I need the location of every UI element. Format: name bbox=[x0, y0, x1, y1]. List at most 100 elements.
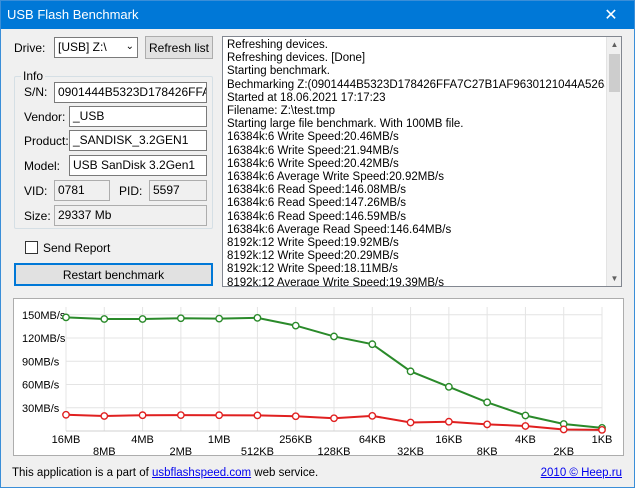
data-point bbox=[444, 382, 453, 391]
sn-field[interactable]: 0901444B5323D178426FFA7C bbox=[54, 82, 207, 103]
vid-field[interactable]: 0781 bbox=[54, 180, 110, 201]
info-group-title: Info bbox=[21, 69, 46, 83]
x-tick-label: 16MB bbox=[52, 434, 81, 446]
restart-benchmark-button[interactable]: Restart benchmark bbox=[14, 263, 213, 286]
y-tick-label: 90MB/s bbox=[22, 356, 60, 368]
sn-label: S/N: bbox=[24, 85, 48, 99]
benchmark-chart: 150MB/s 120MB/s 90MB/s 60MB/s 30MB/s 16MB 8MB 4… bbox=[13, 298, 624, 458]
log-line: 16384k:6 Write Speed:20.46MB/s bbox=[227, 131, 399, 144]
usbflashspeed-link[interactable]: usbflashspeed.com bbox=[152, 467, 252, 479]
data-point bbox=[291, 412, 300, 421]
log-line: 16384k:6 Read Speed:146.59MB/s bbox=[227, 210, 407, 223]
log-line: 8192k:12 Write Speed:20.29MB/s bbox=[227, 250, 399, 263]
log-line: 16384k:6 Average Read Speed:146.64MB/s bbox=[227, 223, 452, 236]
data-point bbox=[483, 420, 492, 429]
drive-select[interactable]: [USB] Z:\ ⌄ bbox=[54, 37, 138, 58]
title-bar: USB Flash Benchmark ✕ bbox=[1, 1, 634, 29]
log-line: Refreshing devices. [Done] bbox=[227, 52, 366, 65]
data-point bbox=[215, 411, 224, 420]
heep-link[interactable]: 2010 © Heep.ru bbox=[540, 467, 622, 479]
pid-label: PID: bbox=[119, 184, 143, 198]
log-line: 16384k:6 Read Speed:146.08MB/s bbox=[227, 184, 407, 197]
log-textbox[interactable]: Refreshing devices. Refreshing devices. [… bbox=[222, 36, 622, 287]
x-tick-label: 16KB bbox=[435, 434, 462, 446]
data-point bbox=[253, 411, 262, 420]
product-label: Product: bbox=[24, 134, 69, 148]
x-tick-label: 256KB bbox=[279, 434, 312, 446]
window-title: USB Flash Benchmark bbox=[7, 7, 139, 22]
info-group bbox=[14, 76, 213, 229]
log-line: Filename: Z:\test.tmp bbox=[227, 105, 336, 118]
scroll-up-icon[interactable]: ▲ bbox=[610, 40, 619, 49]
x-tick-label: 8KB bbox=[477, 446, 498, 455]
data-point bbox=[521, 422, 530, 430]
send-report-label: Send Report bbox=[43, 241, 111, 255]
status-prefix: This application is a part of bbox=[12, 467, 152, 479]
data-point bbox=[330, 332, 338, 341]
log-line: Starting large file benchmark. With 100M… bbox=[227, 118, 464, 131]
data-point bbox=[406, 367, 415, 376]
product-field[interactable]: _SANDISK_3.2GEN1 bbox=[69, 130, 207, 151]
send-report-checkbox[interactable] bbox=[25, 241, 38, 254]
data-point bbox=[62, 313, 70, 322]
x-tick-label: 128KB bbox=[317, 446, 350, 455]
data-point bbox=[521, 411, 530, 420]
data-point bbox=[176, 411, 185, 420]
x-tick-label: 8MB bbox=[93, 446, 116, 455]
x-tick-label: 512KB bbox=[241, 446, 274, 455]
x-tick-label: 1KB bbox=[592, 434, 613, 446]
model-label: Model: bbox=[24, 159, 61, 173]
x-tick-label: 64KB bbox=[359, 434, 386, 446]
data-point bbox=[559, 425, 568, 434]
log-line: Bechmarking Z:(0901444B5323D178426FFA7C2… bbox=[227, 78, 605, 91]
data-point bbox=[215, 314, 224, 323]
x-tick-label: 4KB bbox=[515, 434, 536, 446]
y-tick-label: 60MB/s bbox=[22, 380, 60, 392]
refresh-list-button[interactable]: Refresh list bbox=[145, 36, 213, 59]
data-point bbox=[368, 340, 377, 349]
log-line: 16384k:6 Read Speed:147.26MB/s bbox=[227, 197, 407, 210]
chart-svg: 150MB/s 120MB/s 90MB/s 60MB/s 30MB/s 16MB 8MB 4… bbox=[22, 307, 613, 458]
data-point bbox=[100, 315, 109, 323]
data-point bbox=[368, 411, 377, 420]
data-point bbox=[253, 313, 262, 322]
x-tick-label: 1MB bbox=[208, 434, 231, 446]
drive-select-value: [USB] Z:\ bbox=[58, 40, 107, 54]
vendor-label: Vendor: bbox=[24, 110, 66, 124]
log-lines: Refreshing devices. Refreshing devices. [… bbox=[227, 39, 605, 287]
y-tick-label: 120MB/s bbox=[22, 333, 66, 345]
vendor-field[interactable]: _USB bbox=[69, 106, 207, 127]
pid-field[interactable]: 5597 bbox=[149, 180, 207, 201]
data-point bbox=[598, 425, 606, 434]
scroll-down-icon[interactable]: ▼ bbox=[610, 274, 619, 283]
log-line: 16384k:6 Write Speed:20.42MB/s bbox=[227, 157, 399, 170]
size-label: Size: bbox=[24, 209, 51, 223]
data-point bbox=[330, 414, 338, 423]
data-point bbox=[138, 411, 147, 420]
status-suffix: web service. bbox=[251, 467, 319, 479]
log-scrollbar[interactable]: ▲ ▼ bbox=[606, 37, 621, 286]
log-line: 16384k:6 Write Speed:21.94MB/s bbox=[227, 144, 399, 157]
data-point bbox=[291, 321, 300, 330]
data-point bbox=[176, 314, 185, 323]
data-point bbox=[483, 398, 492, 407]
data-point bbox=[138, 315, 147, 323]
drive-label: Drive: bbox=[14, 41, 46, 55]
x-tick-label: 32KB bbox=[397, 446, 424, 455]
log-line: 8192k:12 Average Write Speed:19.39MB/s bbox=[227, 276, 444, 287]
size-field[interactable]: 29337 Mb bbox=[54, 205, 207, 226]
log-line: 16384k:6 Average Write Speed:20.92MB/s bbox=[227, 171, 444, 184]
y-tick-label: 30MB/s bbox=[22, 403, 60, 415]
data-point bbox=[406, 418, 415, 427]
data-point bbox=[100, 412, 109, 420]
status-text: This application is a part of usbflashsp… bbox=[12, 467, 318, 479]
y-tick-label: 150MB/s bbox=[22, 310, 66, 322]
model-field[interactable]: USB SanDisk 3.2Gen1 bbox=[69, 155, 207, 176]
log-line: 8192k:12 Write Speed:18.11MB/s bbox=[227, 263, 398, 276]
chevron-down-icon: ⌄ bbox=[125, 41, 134, 52]
close-icon[interactable]: ✕ bbox=[604, 7, 618, 24]
x-tick-label: 2MB bbox=[170, 446, 193, 455]
vid-label: VID: bbox=[24, 184, 48, 198]
scroll-thumb[interactable] bbox=[609, 54, 620, 92]
